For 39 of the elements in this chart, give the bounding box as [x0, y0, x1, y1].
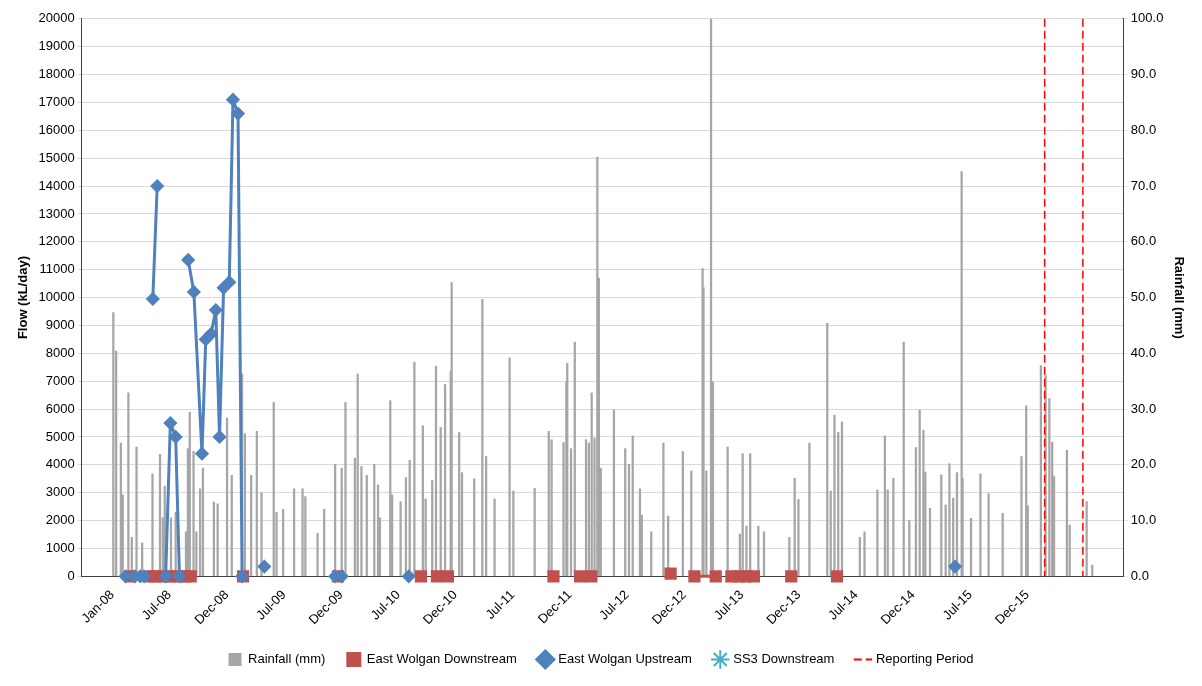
- y-tick-label: 11000: [39, 261, 75, 277]
- legend-label: East Wolgan Downstream: [366, 651, 517, 667]
- y-tick-label: 14000: [38, 177, 75, 193]
- y-tick-label: 16000: [38, 121, 75, 137]
- legend-label: Rainfall (mm): [248, 651, 326, 667]
- y2-tick-label: 70.0: [1130, 177, 1157, 193]
- y2-tick-label: 40.0: [1130, 344, 1157, 360]
- y2-tick-label: 60.0: [1130, 233, 1157, 249]
- y2-tick-label: 100.0: [1130, 10, 1164, 26]
- y-axis-title: Flow (kL/day): [15, 256, 31, 340]
- y-tick-label: 12000: [38, 233, 75, 249]
- y2-tick-label: 20.0: [1130, 456, 1157, 472]
- y-tick-label: 6000: [45, 400, 75, 416]
- y-tick-label: 9000: [45, 317, 75, 333]
- y2-tick-label: 80.0: [1130, 121, 1157, 137]
- y-tick-label: 0: [67, 567, 75, 583]
- y-tick-label: 2000: [45, 512, 75, 528]
- y-tick-label: 3000: [45, 484, 75, 500]
- y-tick-label: 5000: [45, 428, 75, 444]
- y-tick-label: 18000: [38, 66, 75, 82]
- y2-tick-label: 30.0: [1130, 400, 1157, 416]
- y-tick-label: 15000: [38, 149, 75, 165]
- y-tick-label: 20000: [38, 10, 75, 26]
- y2-axis-title: Rainfall (mm): [1171, 256, 1187, 339]
- legend-label: SS3 Downstream: [733, 651, 835, 667]
- y2-tick-label: 50.0: [1130, 289, 1157, 305]
- y-tick-label: 13000: [38, 205, 75, 221]
- y-tick-label: 17000: [38, 94, 75, 110]
- y-tick-label: 4000: [45, 456, 75, 472]
- y2-tick-label: 0.0: [1130, 567, 1149, 583]
- y2-tick-label: 90.0: [1130, 66, 1157, 82]
- y-tick-label: 1000: [45, 540, 75, 556]
- y-tick-label: 8000: [45, 344, 75, 360]
- legend-label: East Wolgan Upstream: [558, 651, 692, 667]
- y-tick-label: 10000: [38, 289, 75, 305]
- y-tick-label: 7000: [45, 372, 75, 388]
- legend-label: Reporting Period: [875, 651, 974, 667]
- y-tick-label: 19000: [38, 38, 75, 54]
- y2-tick-label: 10.0: [1130, 512, 1157, 528]
